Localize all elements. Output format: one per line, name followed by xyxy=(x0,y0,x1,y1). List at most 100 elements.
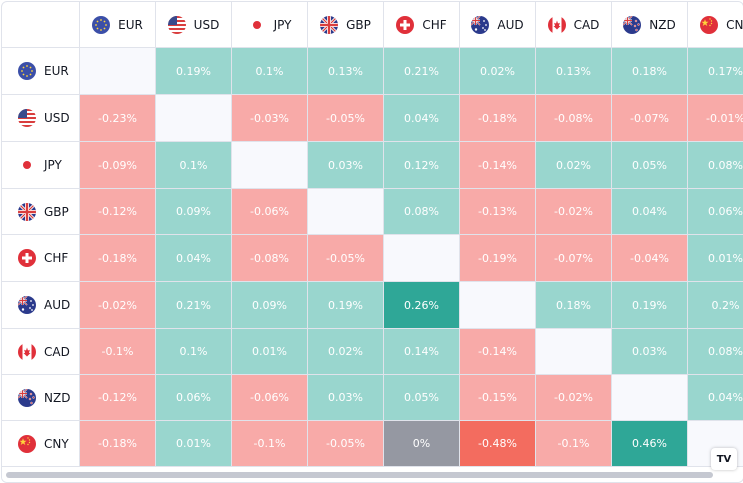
rate-cell-eur-nzd[interactable]: 0.18% xyxy=(612,48,688,95)
rate-cell-usd-aud[interactable]: -0.18% xyxy=(460,95,536,142)
rate-cell-cad-cny[interactable]: 0.08% xyxy=(688,329,743,375)
rate-cell-aud-chf[interactable]: 0.26% xyxy=(384,282,460,329)
rate-cell-chf-nzd[interactable]: -0.04% xyxy=(612,235,688,282)
rate-cell-jpy-usd[interactable]: 0.1% xyxy=(156,142,232,189)
rate-cell-gbp-aud[interactable]: -0.13% xyxy=(460,189,536,235)
row-header-usd[interactable]: USD xyxy=(2,95,80,142)
rate-cell-eur-jpy[interactable]: 0.1% xyxy=(232,48,308,95)
rate-cell-eur-chf[interactable]: 0.21% xyxy=(384,48,460,95)
rate-cell-jpy-eur[interactable]: -0.09% xyxy=(80,142,156,189)
column-header-label: AUD xyxy=(497,17,524,32)
row-header-cny[interactable]: CNY xyxy=(2,421,80,467)
diagonal-cell xyxy=(384,235,460,282)
rate-cell-cad-nzd[interactable]: 0.03% xyxy=(612,329,688,375)
rate-cell-usd-cad[interactable]: -0.08% xyxy=(536,95,612,142)
rate-cell-cad-jpy[interactable]: 0.01% xyxy=(232,329,308,375)
rate-cell-cad-gbp[interactable]: 0.02% xyxy=(308,329,384,375)
rate-cell-gbp-jpy[interactable]: -0.06% xyxy=(232,189,308,235)
rate-cell-usd-chf[interactable]: 0.04% xyxy=(384,95,460,142)
rate-cell-gbp-cny[interactable]: 0.06% xyxy=(688,189,743,235)
rate-cell-eur-cny[interactable]: 0.17% xyxy=(688,48,743,95)
rate-cell-nzd-aud[interactable]: -0.15% xyxy=(460,375,536,421)
rate-cell-nzd-jpy[interactable]: -0.06% xyxy=(232,375,308,421)
rate-cell-aud-gbp[interactable]: 0.19% xyxy=(308,282,384,329)
row-header-aud[interactable]: AUD xyxy=(2,282,80,329)
diagonal-cell xyxy=(612,375,688,421)
rate-cell-aud-eur[interactable]: -0.02% xyxy=(80,282,156,329)
rate-cell-cad-aud[interactable]: -0.14% xyxy=(460,329,536,375)
rate-cell-chf-aud[interactable]: -0.19% xyxy=(460,235,536,282)
rate-cell-eur-aud[interactable]: 0.02% xyxy=(460,48,536,95)
rate-cell-cny-aud[interactable]: -0.48% xyxy=(460,421,536,467)
row-header-nzd[interactable]: NZD xyxy=(2,375,80,421)
rate-cell-cad-eur[interactable]: -0.1% xyxy=(80,329,156,375)
row-header-jpy[interactable]: JPY xyxy=(2,142,80,189)
rate-cell-jpy-gbp[interactable]: 0.03% xyxy=(308,142,384,189)
rate-cell-chf-eur[interactable]: -0.18% xyxy=(80,235,156,282)
column-header-label: JPY xyxy=(273,17,292,32)
rate-cell-chf-jpy[interactable]: -0.08% xyxy=(232,235,308,282)
ca-flag-icon xyxy=(547,15,566,34)
rate-cell-usd-nzd[interactable]: -0.07% xyxy=(612,95,688,142)
rate-cell-usd-eur[interactable]: -0.23% xyxy=(80,95,156,142)
rate-cell-cny-cad[interactable]: -0.1% xyxy=(536,421,612,467)
rate-cell-gbp-chf[interactable]: 0.08% xyxy=(384,189,460,235)
rate-cell-cny-chf[interactable]: 0% xyxy=(384,421,460,467)
rate-cell-usd-jpy[interactable]: -0.03% xyxy=(232,95,308,142)
rate-cell-eur-gbp[interactable]: 0.13% xyxy=(308,48,384,95)
column-header-gbp[interactable]: GBP xyxy=(308,2,384,48)
rate-cell-nzd-cad[interactable]: -0.02% xyxy=(536,375,612,421)
tradingview-logo[interactable]: TV xyxy=(711,448,737,470)
rate-cell-aud-cny[interactable]: 0.2% xyxy=(688,282,743,329)
rate-cell-aud-nzd[interactable]: 0.19% xyxy=(612,282,688,329)
rate-cell-aud-usd[interactable]: 0.21% xyxy=(156,282,232,329)
rate-cell-jpy-aud[interactable]: -0.14% xyxy=(460,142,536,189)
rate-cell-gbp-eur[interactable]: -0.12% xyxy=(80,189,156,235)
column-header-nzd[interactable]: NZD xyxy=(612,2,688,48)
rate-cell-cny-eur[interactable]: -0.18% xyxy=(80,421,156,467)
column-header-chf[interactable]: CHF xyxy=(384,2,460,48)
rate-cell-cny-gbp[interactable]: -0.05% xyxy=(308,421,384,467)
rate-cell-cny-jpy[interactable]: -0.1% xyxy=(232,421,308,467)
rate-cell-nzd-usd[interactable]: 0.06% xyxy=(156,375,232,421)
rate-cell-cad-usd[interactable]: 0.1% xyxy=(156,329,232,375)
column-header-aud[interactable]: AUD xyxy=(460,2,536,48)
rate-cell-gbp-usd[interactable]: 0.09% xyxy=(156,189,232,235)
rate-cell-nzd-eur[interactable]: -0.12% xyxy=(80,375,156,421)
rate-cell-usd-cny[interactable]: -0.01% xyxy=(688,95,743,142)
column-header-jpy[interactable]: JPY xyxy=(232,2,308,48)
rate-cell-nzd-chf[interactable]: 0.05% xyxy=(384,375,460,421)
column-header-eur[interactable]: EUR xyxy=(80,2,156,48)
row-header-gbp[interactable]: GBP xyxy=(2,189,80,235)
rate-cell-nzd-gbp[interactable]: 0.03% xyxy=(308,375,384,421)
column-header-cad[interactable]: CAD xyxy=(536,2,612,48)
row-header-cad[interactable]: CAD xyxy=(2,329,80,375)
rate-cell-cad-chf[interactable]: 0.14% xyxy=(384,329,460,375)
row-header-eur[interactable]: EUR xyxy=(2,48,80,95)
rate-cell-chf-gbp[interactable]: -0.05% xyxy=(308,235,384,282)
jp-flag-icon xyxy=(247,15,266,34)
rate-cell-jpy-chf[interactable]: 0.12% xyxy=(384,142,460,189)
rate-cell-chf-cad[interactable]: -0.07% xyxy=(536,235,612,282)
diagonal-cell xyxy=(80,48,156,95)
rate-cell-chf-cny[interactable]: 0.01% xyxy=(688,235,743,282)
rate-cell-jpy-cny[interactable]: 0.08% xyxy=(688,142,743,189)
scrollbar-thumb[interactable] xyxy=(6,472,713,478)
rate-cell-aud-cad[interactable]: 0.18% xyxy=(536,282,612,329)
rate-cell-gbp-nzd[interactable]: 0.04% xyxy=(612,189,688,235)
rate-cell-jpy-cad[interactable]: 0.02% xyxy=(536,142,612,189)
rate-cell-cny-nzd[interactable]: 0.46% xyxy=(612,421,688,467)
rate-cell-gbp-cad[interactable]: -0.02% xyxy=(536,189,612,235)
column-header-usd[interactable]: USD xyxy=(156,2,232,48)
rate-cell-cny-usd[interactable]: 0.01% xyxy=(156,421,232,467)
rate-cell-eur-cad[interactable]: 0.13% xyxy=(536,48,612,95)
column-header-cny[interactable]: CNY xyxy=(688,2,743,48)
rate-cell-nzd-cny[interactable]: 0.04% xyxy=(688,375,743,421)
rate-cell-chf-usd[interactable]: 0.04% xyxy=(156,235,232,282)
rate-cell-eur-usd[interactable]: 0.19% xyxy=(156,48,232,95)
horizontal-scrollbar[interactable] xyxy=(2,468,743,482)
rate-cell-jpy-nzd[interactable]: 0.05% xyxy=(612,142,688,189)
row-header-chf[interactable]: CHF xyxy=(2,235,80,282)
rate-cell-usd-gbp[interactable]: -0.05% xyxy=(308,95,384,142)
rate-cell-aud-jpy[interactable]: 0.09% xyxy=(232,282,308,329)
